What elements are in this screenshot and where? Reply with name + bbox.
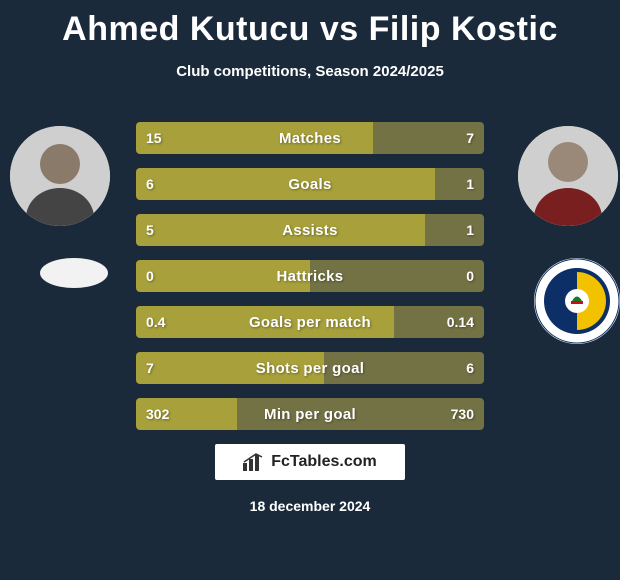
page-subtitle: Club competitions, Season 2024/2025 [0,63,620,80]
stat-value-right: 7 [456,122,484,154]
stat-row: Assists5 1 [136,214,484,246]
player-right-avatar [518,126,618,226]
fenerbahce-badge-icon [534,258,620,344]
stat-label: Matches [136,122,484,154]
stat-value-right: 0 [456,260,484,292]
stat-value-left: 7 [136,352,164,384]
stat-row: Hattricks0 0 [136,260,484,292]
stat-value-left: 5 [136,214,164,246]
stat-value-right: 1 [456,168,484,200]
player-left-avatar [10,126,110,226]
footer-date: 18 december 2024 [0,498,620,514]
stat-value-left: 6 [136,168,164,200]
stat-label: Assists [136,214,484,246]
team-left-logo [40,258,108,288]
stat-value-left: 302 [136,398,179,430]
stat-value-right: 0.14 [437,306,484,338]
stat-row: Min per goal302 730 [136,398,484,430]
stat-row: Shots per goal7 6 [136,352,484,384]
team-right-logo [534,258,620,344]
stat-label: Goals [136,168,484,200]
page-title: Ahmed Kutucu vs Filip Kostic [0,0,620,49]
stat-row: Goals6 1 [136,168,484,200]
brand-text: FcTables.com [271,453,377,471]
brand-badge: FcTables.com [215,444,405,480]
stat-row: Matches15 7 [136,122,484,154]
avatar-placeholder-icon [518,126,618,226]
stat-label: Min per goal [136,398,484,430]
stat-label: Shots per goal [136,352,484,384]
stat-row: Goals per match0.4 0.14 [136,306,484,338]
stat-bars: Matches157Goals61Assists51Hattricks00Goa… [136,122,484,430]
stat-value-right: 1 [456,214,484,246]
stat-label: Goals per match [136,306,484,338]
stat-label: Hattricks [136,260,484,292]
stat-value-left: 0 [136,260,164,292]
avatar-placeholder-icon [10,126,110,226]
stat-value-left: 0.4 [136,306,175,338]
stat-value-right: 6 [456,352,484,384]
stat-value-left: 15 [136,122,172,154]
stat-value-right: 730 [441,398,484,430]
fctables-logo-icon [243,453,265,471]
